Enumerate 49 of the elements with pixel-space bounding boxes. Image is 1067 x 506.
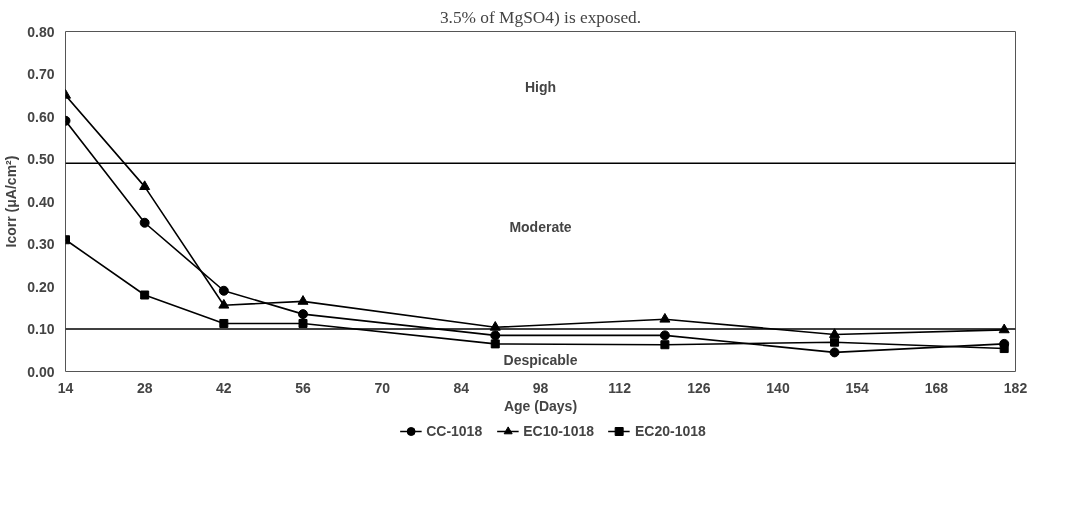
point (659, 312, 671, 323)
y-tick-label: 0.40 (27, 193, 55, 210)
x-tick-label: 140 (766, 379, 790, 396)
x-tick-label: 112 (608, 379, 632, 396)
point (139, 217, 150, 228)
point (297, 295, 309, 305)
point (830, 337, 840, 347)
text: 3.5% of MgSO4) is exposed. (439, 7, 642, 27)
y-tick-label: 0.70 (27, 66, 55, 82)
y-tick-label: 0.60 (27, 108, 55, 125)
point (829, 347, 840, 358)
x-tick-label: 14 (57, 379, 74, 396)
x-tick-label: 126 (687, 379, 711, 396)
point (139, 180, 151, 191)
point (219, 318, 229, 328)
point (660, 340, 670, 350)
point (490, 330, 501, 341)
point (218, 285, 229, 296)
legend-label: EC20-1018 (635, 423, 706, 439)
x-tick-label: 84 (453, 379, 470, 396)
x-tick-label: 28 (136, 379, 153, 396)
y-tick-label: 0.80 (27, 23, 55, 40)
y-tick-label: 0.50 (27, 151, 55, 167)
legend-label: EC10-1018 (523, 423, 595, 439)
x-tick-label: 98 (532, 379, 549, 396)
point (659, 330, 670, 341)
y-tick-label: 0.00 (27, 363, 55, 380)
x-tick-label: 56 (295, 379, 311, 396)
annotation: Despicable (503, 351, 578, 368)
y-tick-label: 0.20 (27, 278, 55, 295)
x-axis-title: Age (Days) (503, 397, 578, 414)
point (829, 328, 841, 338)
y-tick-label: 0.30 (27, 236, 55, 252)
legend-label: CC-1018 (426, 423, 483, 439)
point (218, 298, 230, 309)
point (999, 344, 1009, 354)
x-tick-label: 70 (374, 379, 391, 396)
point (140, 290, 150, 300)
x-tick-label: 182 (1003, 379, 1028, 396)
y-axis-title: Icorr (μA/cm²) (3, 155, 20, 248)
y-tick-label: 0.10 (27, 321, 55, 337)
x-tick-label: 168 (924, 379, 949, 396)
point (298, 318, 308, 328)
x-tick-label: 42 (216, 379, 232, 396)
x-tick-label: 154 (845, 379, 870, 396)
point (490, 339, 500, 349)
annotation: High (524, 78, 557, 95)
point (298, 309, 308, 320)
annotation: Moderate (509, 218, 572, 235)
